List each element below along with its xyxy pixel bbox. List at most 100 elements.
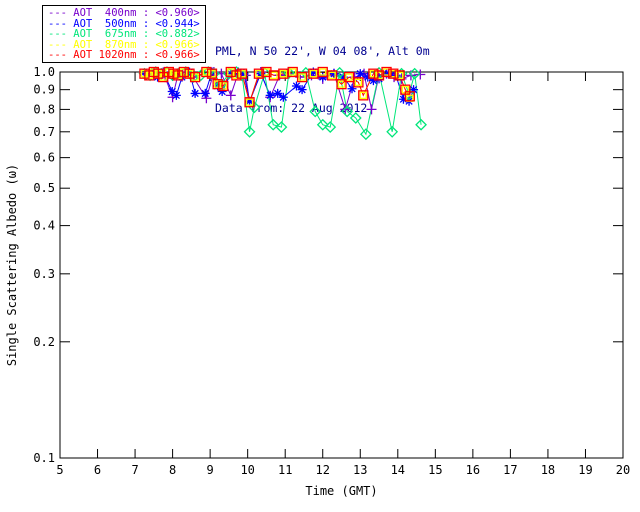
square-marker — [373, 70, 385, 81]
square-marker — [319, 68, 327, 76]
asterisk-marker — [297, 85, 307, 95]
x-tick-label: 5 — [56, 463, 63, 477]
square-marker — [296, 71, 308, 83]
asterisk-marker — [171, 90, 181, 100]
asterisk-marker — [200, 88, 210, 98]
legend-entry: --- AOT 1020nm : <0.966> — [48, 49, 200, 62]
square-marker — [345, 73, 353, 81]
x-tick-label: 18 — [541, 463, 555, 477]
axes — [59, 71, 624, 459]
square-marker — [336, 79, 347, 90]
diamond-marker — [243, 125, 256, 138]
square-marker — [212, 79, 223, 90]
square-marker — [238, 70, 246, 78]
diamond-marker — [415, 118, 427, 131]
asterisk-marker — [207, 67, 217, 77]
square-marker — [298, 73, 306, 81]
square-marker — [178, 66, 190, 78]
square-marker — [218, 80, 229, 92]
date-subtitle: Data from: 22 Aug 2012 — [215, 101, 368, 115]
square-marker — [289, 68, 297, 76]
plus-marker — [366, 104, 377, 115]
square-marker — [184, 68, 195, 79]
square-marker — [206, 68, 218, 79]
x-tick-label: 12 — [316, 463, 330, 477]
asterisk-marker — [278, 92, 288, 102]
legend-entry: --- AOT 675nm : <0.882> — [48, 28, 200, 41]
asterisk-marker — [291, 81, 301, 91]
y-tick-label: 0.4 — [33, 219, 55, 233]
x-tick-label: 8 — [169, 463, 176, 477]
square-marker — [337, 80, 346, 88]
asterisk-marker — [226, 69, 236, 79]
y-tick-label: 0.7 — [33, 125, 55, 139]
plus-marker — [349, 72, 360, 83]
x-tick-label: 15 — [428, 463, 442, 477]
asterisk-marker — [265, 90, 275, 100]
asterisk-marker — [347, 84, 357, 94]
square-marker — [343, 71, 355, 83]
square-marker — [189, 71, 201, 83]
square-marker — [201, 66, 212, 78]
x-tick-label: 13 — [353, 463, 367, 477]
square-marker — [328, 71, 336, 80]
diamond-marker — [349, 112, 362, 124]
asterisk-marker — [329, 69, 339, 79]
plot-frame — [59, 71, 624, 459]
square-marker — [309, 70, 318, 78]
square-marker — [381, 66, 392, 78]
x-tick-label: 9 — [207, 463, 214, 477]
diamond-marker — [275, 121, 288, 133]
square-marker — [354, 78, 363, 87]
y-tick-label: 0.9 — [33, 83, 55, 97]
asterisk-marker — [273, 88, 283, 98]
square-marker — [404, 91, 415, 102]
square-marker — [231, 70, 242, 81]
asterisk-marker — [190, 88, 200, 98]
square-marker — [353, 77, 364, 88]
square-marker — [208, 70, 216, 78]
y-tick-label: 0.1 — [33, 451, 55, 465]
x-tick-label: 16 — [466, 463, 480, 477]
y-tick-label: 1.0 — [33, 65, 55, 79]
x-axis-label: Time (GMT) — [305, 484, 377, 498]
asterisk-marker — [217, 87, 227, 97]
asterisk-marker — [363, 72, 373, 82]
square-marker — [245, 98, 254, 106]
asterisk-marker — [245, 96, 255, 106]
x-tick-label: 11 — [278, 463, 292, 477]
tick-labels: 5 6 7 8 9 10 11 12 13 14 15 16 17 18 19 20 1.0 0.9 0.8 0.7 0… — [33, 65, 630, 477]
x-tick-label: 14 — [391, 463, 405, 477]
legend-entry: --- AOT 500nm : <0.944> — [48, 17, 200, 30]
legend-entry: --- AOT 400nm : <0.960> — [48, 7, 200, 19]
y-tick-label: 0.6 — [33, 151, 55, 165]
plus-marker — [225, 90, 236, 101]
plus-marker — [340, 104, 351, 115]
diamond-marker — [324, 121, 337, 133]
square-marker — [244, 97, 255, 108]
y-tick-label: 0.8 — [33, 102, 55, 116]
square-marker — [368, 68, 379, 79]
diamond-marker — [408, 67, 421, 80]
y-axis-label: Single Scattering Albedo (ω) — [5, 164, 19, 366]
asterisk-marker — [184, 67, 194, 77]
legend-entry: --- AOT 870nm : <0.966> — [48, 38, 200, 51]
square-marker — [279, 70, 287, 78]
diamond-marker — [341, 105, 354, 118]
square-marker — [219, 82, 227, 90]
asterisk-marker — [398, 94, 408, 104]
x-tick-label: 10 — [240, 463, 254, 477]
asterisk-marker — [338, 72, 348, 82]
diamond-marker — [359, 128, 372, 141]
x-tick-label: 19 — [578, 463, 592, 477]
x-tick-label: 17 — [503, 463, 517, 477]
series-markers-aot-1020nm — [139, 66, 415, 108]
asterisk-marker — [239, 69, 249, 79]
y-tick-label: 0.5 — [33, 181, 55, 195]
square-marker — [394, 70, 405, 81]
asterisk-marker — [355, 69, 365, 79]
square-marker — [396, 71, 404, 80]
square-marker — [236, 68, 248, 79]
asterisk-marker — [368, 76, 378, 86]
